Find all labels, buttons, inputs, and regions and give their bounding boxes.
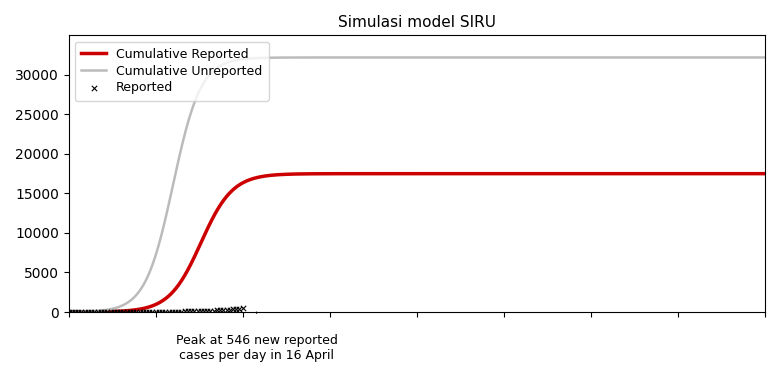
Cumulative Unreported [680,55,690,60]
Line: Cumulative Unreported: Cumulative Unreported [69,57,765,312]
Reported [72,309,84,315]
Reported [156,308,168,315]
Reported [140,309,152,315]
Reported [224,307,236,313]
Reported [165,308,178,315]
Reported [130,309,143,315]
Reported [69,309,81,315]
Cumulative Unreported [402,55,412,60]
Cumulative Unreported [384,55,393,60]
Title: Simulasi model SIRU: Simulasi model SIRU [338,15,496,30]
Reported [127,309,140,315]
Reported [150,308,162,315]
Reported [94,309,107,315]
Reported [162,308,175,315]
Legend: Cumulative Reported, Cumulative Unreported, Reported: Cumulative Reported, Cumulative Unreport… [75,42,268,101]
Reported [230,306,243,312]
Reported [168,308,181,315]
Reported [233,305,246,312]
Reported [211,307,223,314]
Text: Peak at 546 new reported
cases per day in 16 April: Peak at 546 new reported cases per day i… [176,334,338,362]
Reported [123,309,136,315]
Reported [143,309,155,315]
Cumulative Unreported [760,55,770,60]
Reported [117,309,129,315]
Reported [114,309,126,315]
Reported [179,308,191,315]
Cumulative Unreported [64,310,73,314]
Reported [185,308,197,314]
Cumulative Reported [739,171,749,176]
Reported [201,308,214,314]
Reported [85,309,98,315]
Reported [108,309,120,315]
Reported [204,308,217,314]
Cumulative Reported [64,310,73,314]
Cumulative Reported [612,171,622,176]
Reported [75,309,87,315]
Reported [111,309,123,315]
Reported [101,309,114,315]
Reported [217,307,229,313]
Reported [98,309,110,315]
Cumulative Reported [100,309,109,314]
Cumulative Unreported [740,55,750,60]
Reported [105,309,117,315]
Line: Cumulative Reported: Cumulative Reported [69,174,765,312]
Reported [182,308,194,314]
Reported [62,309,75,315]
Reported [198,308,211,314]
Reported [172,308,184,315]
Cumulative Reported [740,171,750,176]
Reported [194,308,207,314]
Cumulative Reported [384,171,393,176]
Reported [227,306,239,312]
Reported [136,309,149,315]
Reported [133,309,146,315]
Reported [120,309,133,315]
Reported [159,308,172,315]
Reported [220,307,232,313]
Reported [146,309,158,315]
Reported [91,309,104,315]
Cumulative Unreported [612,55,622,60]
Cumulative Reported [760,171,770,176]
Reported [214,307,226,313]
Cumulative Unreported [740,55,750,60]
Cumulative Unreported [100,308,109,312]
Reported [82,309,94,315]
Reported [66,309,78,315]
Reported [188,308,200,314]
Reported [79,309,91,315]
Reported [88,309,101,315]
Reported [153,308,165,315]
Reported [191,308,204,314]
Reported [176,308,188,315]
Reported [236,305,249,311]
Reported [207,307,220,314]
Cumulative Reported [402,171,412,176]
